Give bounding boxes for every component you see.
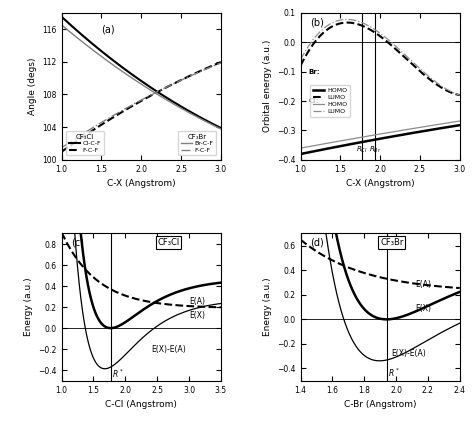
Text: Br:: Br: bbox=[309, 69, 320, 74]
Y-axis label: Energy (a.u.): Energy (a.u.) bbox=[24, 278, 33, 336]
Text: E(X)-E(A): E(X)-E(A) bbox=[151, 345, 185, 354]
Text: E(X): E(X) bbox=[415, 304, 431, 313]
X-axis label: C-Br (Angstrom): C-Br (Angstrom) bbox=[344, 400, 416, 409]
Text: CF₃Cl: CF₃Cl bbox=[157, 238, 180, 247]
X-axis label: C-X (Angstrom): C-X (Angstrom) bbox=[107, 179, 175, 188]
Text: (c): (c) bbox=[71, 238, 84, 248]
X-axis label: C-X (Angstrom): C-X (Angstrom) bbox=[346, 179, 414, 188]
Y-axis label: Orbital energy (a.u.): Orbital energy (a.u.) bbox=[263, 40, 272, 132]
Text: (a): (a) bbox=[101, 25, 115, 34]
Text: (b): (b) bbox=[310, 17, 324, 27]
Y-axis label: Angle (degs): Angle (degs) bbox=[27, 58, 36, 115]
Text: E(X): E(X) bbox=[189, 310, 205, 320]
Legend: HOMO, LUMO, HOMO, LUMO: HOMO, LUMO, HOMO, LUMO bbox=[310, 85, 350, 117]
Text: Cl:: Cl: bbox=[309, 98, 319, 104]
Text: $R_{Br}$: $R_{Br}$ bbox=[369, 145, 382, 156]
Text: E(A): E(A) bbox=[189, 297, 205, 306]
Text: $R^*$: $R^*$ bbox=[112, 367, 124, 380]
Text: E(X)-E(A): E(X)-E(A) bbox=[392, 349, 426, 358]
Text: $R^*$: $R^*$ bbox=[388, 367, 400, 379]
X-axis label: C-Cl (Angstrom): C-Cl (Angstrom) bbox=[105, 400, 177, 409]
Y-axis label: Energy (a.u.): Energy (a.u.) bbox=[263, 278, 272, 336]
Text: $R_{Cl}$: $R_{Cl}$ bbox=[356, 145, 368, 156]
Text: E(A): E(A) bbox=[415, 280, 431, 289]
Text: CF₃Br: CF₃Br bbox=[380, 238, 403, 247]
Legend: Br-C-F, F-C-F: Br-C-F, F-C-F bbox=[178, 131, 216, 155]
Text: (d): (d) bbox=[310, 238, 324, 248]
